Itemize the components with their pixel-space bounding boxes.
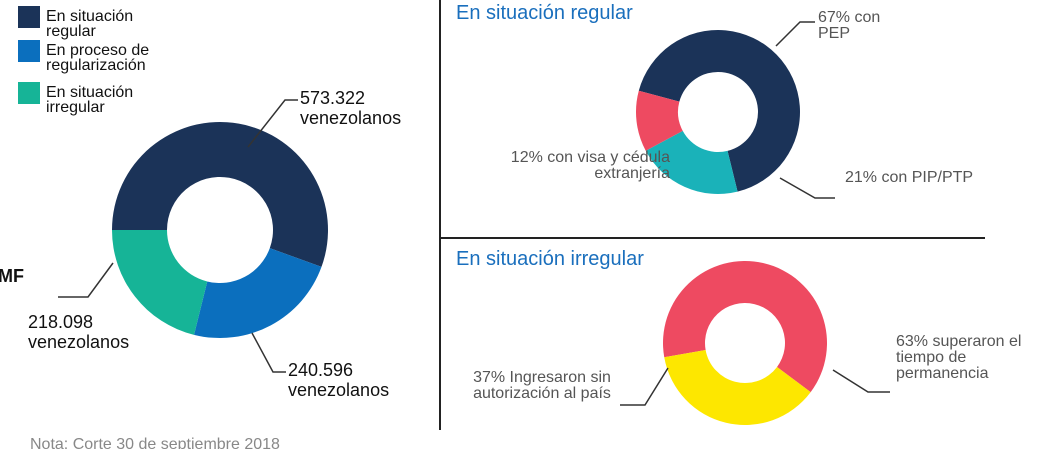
donut-segment bbox=[112, 230, 208, 335]
chart-title: En situación irregular bbox=[456, 248, 644, 270]
donut-segment bbox=[663, 260, 828, 393]
leader-line bbox=[251, 332, 286, 373]
chart-title: En situación regular bbox=[456, 2, 633, 24]
legend-swatch bbox=[18, 82, 40, 104]
leader-line bbox=[779, 177, 835, 199]
donut-segment bbox=[636, 90, 683, 151]
data-label: 21% con PIP/PTP bbox=[845, 169, 974, 186]
legend-label: En proceso de regularización bbox=[46, 42, 150, 74]
legend-label: En situación regular bbox=[46, 8, 134, 40]
leader-line bbox=[58, 262, 114, 298]
legend-label: En situación irregular bbox=[46, 84, 134, 116]
data-label: 67% con PEP bbox=[818, 9, 881, 42]
data-label: 12% con visa y cédula extranjería bbox=[510, 149, 670, 182]
leader-line bbox=[832, 369, 890, 393]
data-label: 218.098 venezolanos bbox=[28, 312, 130, 352]
data-label: 63% superaron el tiempo de permanencia bbox=[896, 333, 1022, 382]
donut-segment bbox=[645, 130, 738, 194]
legend-swatch bbox=[18, 6, 40, 28]
donut-segment bbox=[112, 122, 328, 267]
legend-swatch bbox=[18, 40, 40, 62]
annotation: MF bbox=[0, 266, 24, 286]
data-label: 573.322 venezolanos bbox=[300, 88, 402, 128]
leader-line bbox=[775, 21, 815, 47]
data-label: 37% Ingresaron sin autorización al país bbox=[473, 369, 611, 402]
data-label: 240.596 venezolanos bbox=[288, 360, 390, 400]
donut-segment bbox=[664, 349, 811, 425]
leader-line bbox=[620, 367, 669, 406]
donut-segment bbox=[638, 29, 800, 192]
note: Nota: Corte 30 de septiembre 2018 bbox=[30, 436, 280, 449]
leader-line bbox=[247, 99, 298, 148]
donut-segment bbox=[194, 248, 322, 338]
